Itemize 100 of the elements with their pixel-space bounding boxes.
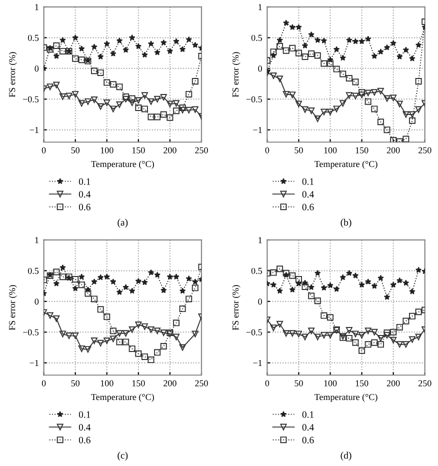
y-tick-label: 1 <box>258 4 262 10</box>
point <box>128 345 136 352</box>
point <box>270 324 277 332</box>
point <box>384 294 390 300</box>
point <box>160 94 167 101</box>
point <box>270 52 277 58</box>
y-tick-label: −1 <box>253 360 262 366</box>
point <box>340 70 346 78</box>
point <box>302 53 308 60</box>
x-tick-label: 200 <box>386 147 400 154</box>
x-tick-label: 150 <box>132 380 145 386</box>
point <box>352 92 359 100</box>
x-tick-label: 150 <box>356 380 368 386</box>
point <box>390 328 397 336</box>
point <box>172 320 180 326</box>
point <box>352 330 359 338</box>
point <box>308 284 314 290</box>
point <box>160 39 167 46</box>
point <box>192 278 198 284</box>
point <box>282 90 290 98</box>
point <box>296 280 302 286</box>
point <box>415 308 422 316</box>
point <box>166 114 174 121</box>
point <box>78 274 85 280</box>
text: (c) <box>118 452 128 461</box>
point <box>396 100 403 108</box>
point <box>78 46 85 52</box>
point <box>390 282 396 288</box>
point <box>91 278 98 284</box>
point <box>166 100 174 108</box>
point <box>192 106 198 113</box>
point <box>402 46 410 53</box>
point <box>346 92 352 99</box>
point <box>186 296 192 302</box>
point <box>320 108 328 116</box>
point <box>289 286 296 292</box>
point <box>402 280 410 286</box>
point <box>408 312 416 320</box>
point <box>141 92 148 99</box>
point <box>396 341 403 348</box>
point <box>314 298 321 304</box>
x-tick-label: 250 <box>195 380 208 386</box>
point <box>110 278 116 284</box>
y-tick-label: 0.5 <box>28 34 39 41</box>
point <box>97 306 104 313</box>
legend-label: 0.1 <box>78 178 90 185</box>
point <box>302 42 308 48</box>
x-tick-label: 50 <box>71 380 80 386</box>
point <box>135 350 142 357</box>
point <box>276 76 284 82</box>
point <box>72 285 78 292</box>
y-axis-title: FS error (%) <box>8 52 18 98</box>
legend-label: 0.6 <box>302 436 314 444</box>
point <box>116 38 123 44</box>
text: (d) <box>340 452 352 461</box>
x-tick-label: 50 <box>71 147 80 154</box>
point <box>97 53 104 60</box>
point <box>97 340 104 346</box>
point <box>346 335 352 342</box>
point <box>179 306 186 312</box>
y-axis-title: FS error (%) <box>232 52 240 98</box>
point <box>154 96 161 102</box>
point <box>390 336 397 344</box>
point <box>408 117 416 124</box>
point <box>110 336 116 342</box>
point <box>408 336 416 343</box>
y-tick-label: 0.5 <box>251 34 262 41</box>
point <box>142 52 148 58</box>
point <box>333 286 340 292</box>
point <box>415 266 422 273</box>
point <box>384 95 390 102</box>
point <box>186 275 192 282</box>
point <box>104 274 110 280</box>
point <box>104 314 110 320</box>
point <box>122 46 129 53</box>
x-tick-label: 150 <box>356 147 368 154</box>
point <box>314 36 321 43</box>
point <box>141 353 148 360</box>
point <box>415 42 422 48</box>
legend-label: 0.6 <box>78 204 90 210</box>
point <box>346 36 352 43</box>
point <box>270 282 277 288</box>
x-tick-label: 100 <box>324 147 337 154</box>
x-tick-label: 100 <box>100 380 114 386</box>
legend-label: 0.1 <box>302 178 314 185</box>
point <box>308 31 314 38</box>
x-tick-label: 0 <box>42 380 46 386</box>
point <box>333 66 340 72</box>
point <box>364 328 372 334</box>
point <box>295 50 302 56</box>
point <box>308 292 315 300</box>
point <box>327 282 334 288</box>
point <box>270 48 277 56</box>
y-tick-label: 1 <box>258 237 262 244</box>
point <box>72 332 79 340</box>
point <box>302 280 308 286</box>
text: (b) <box>340 218 352 228</box>
point <box>384 44 390 50</box>
point <box>166 48 174 54</box>
point <box>364 90 372 96</box>
